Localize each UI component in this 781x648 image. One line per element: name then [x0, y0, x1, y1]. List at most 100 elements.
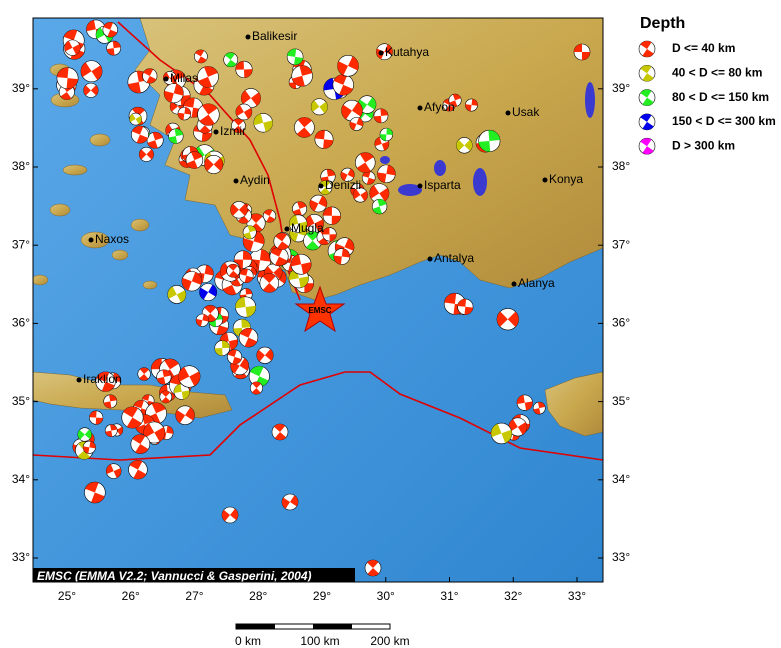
focal-mechanism	[259, 273, 280, 293]
focal-mechanism	[137, 367, 151, 381]
focal-mechanism	[371, 198, 388, 215]
x-tick-label: 33°	[568, 589, 586, 603]
focal-mechanism	[465, 98, 478, 112]
ball-quadrant	[106, 464, 122, 478]
ball-quadrant	[273, 424, 287, 440]
ball-quadrant	[497, 311, 519, 327]
ball-quadrant	[199, 284, 217, 300]
y-tick-label: 35°	[612, 394, 630, 408]
legend-symbol	[638, 40, 656, 58]
focal-mechanism	[290, 253, 312, 275]
ball-quadrant	[186, 151, 203, 169]
legend-label: 40 < D <= 80 km	[672, 65, 762, 79]
x-tick-label: 31°	[440, 589, 458, 603]
ball-quadrant	[373, 108, 388, 123]
y-tick-label: 34°	[12, 472, 30, 486]
ball-quadrant	[270, 247, 288, 266]
ball-quadrant	[516, 395, 533, 411]
focal-mechanism	[89, 410, 104, 425]
x-tick-label: 28°	[249, 589, 267, 603]
ball-quadrant	[199, 103, 218, 126]
ball-quadrant	[358, 97, 376, 112]
ball-quadrant	[195, 49, 207, 63]
y-tick-label: 37°	[612, 237, 630, 251]
ball-quadrant	[320, 169, 336, 184]
ball-quadrant	[178, 366, 201, 387]
epicenter-label: EMSC	[308, 306, 331, 315]
ball-quadrant	[80, 62, 103, 81]
city-dot	[213, 129, 219, 135]
ball-quadrant	[177, 107, 191, 120]
land-cyprus	[544, 371, 603, 437]
ball-quadrant	[309, 195, 327, 212]
ball-quadrant	[465, 98, 478, 112]
ball-quadrant	[508, 419, 527, 435]
city-label: Aydin	[240, 173, 270, 187]
focal-mechanism	[129, 112, 142, 126]
focal-mechanism	[197, 103, 220, 126]
ball-quadrant	[369, 185, 389, 202]
focal-mechanism	[95, 371, 116, 392]
ball-quadrant	[163, 72, 177, 84]
focal-mechanism	[235, 103, 253, 121]
focal-mechanism	[121, 406, 144, 429]
focal-mechanism	[349, 117, 364, 131]
focal-mechanism	[379, 127, 394, 142]
ball-quadrant	[143, 68, 157, 84]
y-tick-label: 37°	[12, 237, 30, 251]
map-area: EMSC Balikesir Kutahya Milas Afyon Usak Izmir…	[33, 18, 603, 582]
credit-box	[33, 568, 355, 582]
ball-quadrant	[356, 152, 374, 173]
focal-mechanism	[80, 60, 103, 83]
focal-mechanism	[256, 346, 274, 364]
ball-quadrant	[233, 118, 244, 133]
focal-mechanism	[64, 39, 81, 56]
focal-mechanism	[178, 365, 201, 388]
ball-quadrant	[83, 441, 96, 454]
ball-quadrant	[478, 130, 501, 152]
city-label: Kutahya	[385, 45, 429, 59]
ball-quadrant	[105, 424, 118, 437]
scale-bar: 0 km 100 km 200 km	[235, 623, 410, 648]
x-tick-label: 30°	[377, 589, 395, 603]
city-label: Naxos	[95, 232, 129, 246]
focal-mechanism	[357, 95, 377, 114]
focal-mechanism	[291, 65, 313, 87]
ball-quadrant	[168, 128, 184, 144]
focal-mechanism	[143, 421, 166, 444]
ball-quadrant	[208, 312, 223, 327]
ball-quadrant	[362, 171, 375, 185]
focal-mechanism	[364, 559, 382, 577]
y-tick-label: 39°	[612, 81, 630, 95]
focal-mechanism	[333, 248, 351, 265]
focal-mechanism	[457, 298, 474, 315]
focal-mechanism	[56, 67, 79, 90]
ball-quadrant	[443, 98, 455, 112]
ball-quadrant	[173, 384, 190, 400]
scale-label: 200 km	[370, 634, 409, 648]
ball-quadrant	[353, 189, 368, 201]
focal-mechanism	[77, 427, 92, 442]
focal-mechanism	[167, 285, 187, 304]
ball-quadrant	[374, 137, 389, 151]
legend-symbol	[638, 113, 656, 131]
scale-label: 0 km	[235, 634, 261, 648]
ball-quadrant	[287, 48, 304, 65]
ball-quadrant	[256, 349, 274, 362]
focal-mechanism	[197, 66, 219, 88]
focal-mechanism	[281, 493, 299, 511]
ball-quadrant	[77, 429, 92, 440]
focal-mechanism	[106, 40, 122, 56]
focal-mechanism	[185, 151, 204, 169]
city-label: Mugla	[291, 221, 324, 235]
focal-mechanism	[128, 459, 148, 480]
focal-mechanism	[352, 187, 368, 203]
focal-mechanism	[249, 381, 263, 395]
city-dot	[318, 183, 324, 189]
ball-quadrant	[175, 407, 195, 424]
lakes	[380, 82, 595, 196]
focal-mechanism	[253, 113, 273, 133]
ball-quadrant	[198, 66, 218, 88]
ball-quadrant	[282, 495, 298, 509]
